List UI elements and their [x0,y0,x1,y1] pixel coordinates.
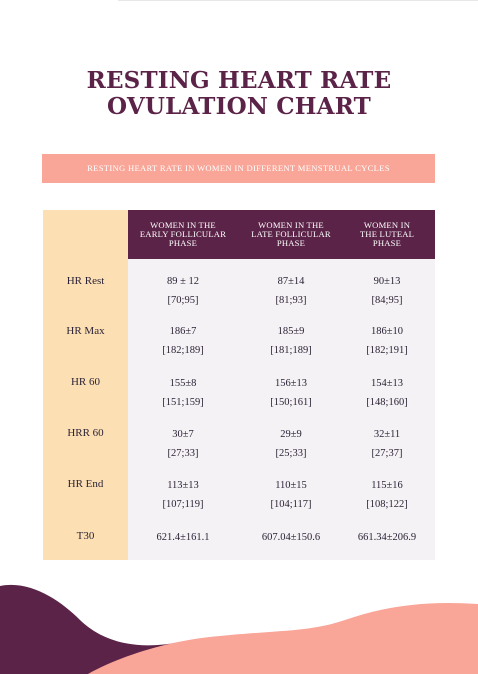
cell-mean: 115±16 [371,480,403,491]
table-cell: 90±13 [84;95] [343,272,431,310]
table-cell: 156±13 [150;161] [239,374,343,412]
table-cell: 185±9 [181;189] [239,322,343,360]
cell-range: [181;189] [270,345,312,356]
heart-rate-table: WOMEN IN THE EARLY FOLLICULAR PHASE WOME… [43,210,435,560]
cell-range: [150;161] [270,397,312,408]
row-label-hr-60: HR 60 [70,376,101,388]
column-header-line: WOMEN IN [363,220,411,230]
column-header-early-follicular: WOMEN IN THE EARLY FOLLICULAR PHASE [131,221,235,248]
column-header-luteal: WOMEN IN THE LUTEAL PHASE [343,221,431,248]
cell-range: [27;33] [167,448,199,459]
column-header-line: EARLY FOLLICULAR [139,229,227,239]
table-header [128,210,435,259]
column-header-line: PHASE [372,238,402,248]
table-body [128,259,435,560]
cell-range: [107;119] [162,499,204,510]
cell-mean: 29±9 [280,429,302,440]
column-header-line: WOMEN IN THE [258,220,324,230]
cell-mean: 90±13 [373,276,401,287]
table-cell: 621.4±161.1 [131,528,235,547]
row-label-hrr-60: HRR 60 [67,427,104,439]
cell-mean: 155±8 [169,378,197,389]
title-line-1: RESTING HEART RATE [86,67,392,94]
cell-range: [81;93] [275,295,307,306]
decorative-waves [0,584,478,674]
cell-mean: 185±9 [277,326,305,337]
table-cell: 113±13 [107;119] [131,476,235,514]
cell-mean: 32±11 [373,429,401,440]
table-cell: 110±15 [104;117] [239,476,343,514]
table-cell: 186±7 [182;189] [131,322,235,360]
cell-mean: 607.04±150.6 [261,532,321,543]
top-divider [118,0,478,1]
cell-range: [70;95] [167,295,199,306]
page-title: RESTING HEART RATE OVULATION CHART [0,68,478,120]
cell-range: [25;33] [275,448,307,459]
cell-mean: 154±13 [370,378,403,389]
column-header-line: PHASE [168,238,198,248]
row-label-hr-rest: HR Rest [66,275,105,287]
table-cell: 661.34±206.9 [343,528,431,547]
cell-range: [108;122] [366,499,408,510]
column-header-line: PHASE [276,238,306,248]
column-header-late-follicular: WOMEN IN THE LATE FOLLICULAR PHASE [239,221,343,248]
row-label-column [43,210,128,560]
subtitle-banner: RESTING HEART RATE IN WOMEN IN DIFFERENT… [42,154,435,183]
title-line-2: OVULATION CHART [107,93,371,120]
row-label-hr-end: HR End [67,478,104,490]
cell-mean: 156±13 [274,378,307,389]
cell-mean: 186±7 [169,326,197,337]
cell-range: [27;37] [371,448,403,459]
cell-mean: 89 ± 12 [166,276,199,287]
cell-mean: 186±10 [370,326,403,337]
cell-range: [84;95] [371,295,403,306]
column-header-line: THE LUTEAL [359,229,415,239]
cell-range: [182;189] [162,345,204,356]
table-cell: 29±9 [25;33] [239,425,343,463]
coral-wave [88,602,478,674]
cell-mean: 113±13 [167,480,199,491]
cell-range: [151;159] [162,397,204,408]
cell-range: [182;191] [366,345,408,356]
cell-range: [148;160] [366,397,408,408]
table-cell: 155±8 [151;159] [131,374,235,412]
table-cell: 186±10 [182;191] [343,322,431,360]
table-cell: 87±14 [81;93] [239,272,343,310]
column-header-line: WOMEN IN THE [150,220,216,230]
table-cell: 154±13 [148;160] [343,374,431,412]
column-header-line: LATE FOLLICULAR [251,229,331,239]
cell-mean: 87±14 [277,276,305,287]
cell-mean: 30±7 [172,429,194,440]
table-cell: 30±7 [27;33] [131,425,235,463]
row-label-t30: T30 [76,530,95,542]
table-cell: 32±11 [27;37] [343,425,431,463]
cell-range: [104;117] [270,499,312,510]
cell-mean: 661.34±206.9 [357,532,417,543]
table-cell: 89 ± 12 [70;95] [131,272,235,310]
cell-mean: 110±15 [275,480,307,491]
row-label-hr-max: HR Max [66,325,105,337]
cell-mean: 621.4±161.1 [156,532,210,543]
table-cell: 115±16 [108;122] [343,476,431,514]
table-cell: 607.04±150.6 [239,528,343,547]
